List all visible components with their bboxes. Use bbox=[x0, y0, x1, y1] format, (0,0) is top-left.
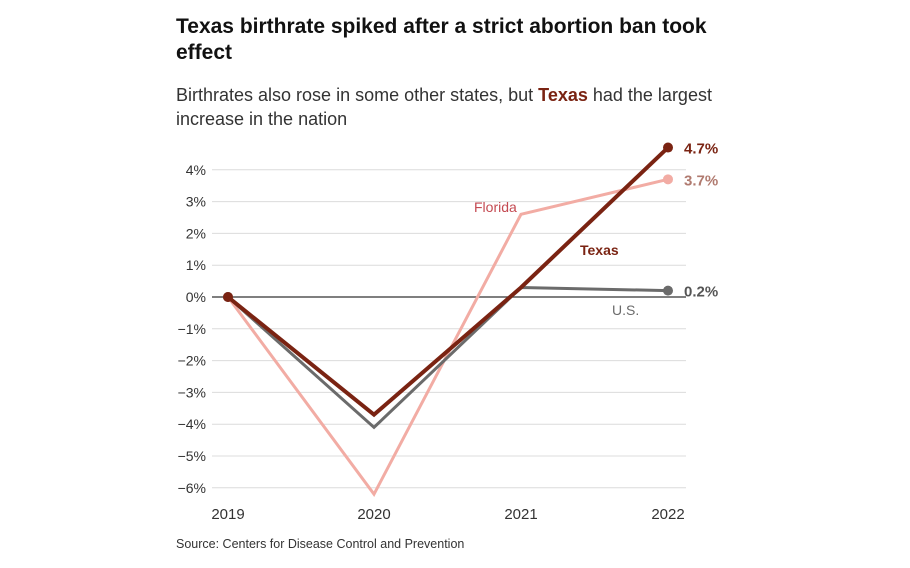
x-tick-label: 2021 bbox=[504, 506, 537, 523]
y-tick-label: 1% bbox=[186, 257, 206, 273]
series-end-dot-texas bbox=[663, 142, 673, 153]
series-end-dot-florida bbox=[663, 174, 673, 185]
y-tick-label: −3% bbox=[178, 384, 206, 400]
y-tick-label: −4% bbox=[178, 416, 206, 432]
series-label-florida: Florida bbox=[474, 199, 517, 215]
y-tick-label: 3% bbox=[186, 194, 206, 210]
series-start-dot-texas bbox=[223, 292, 233, 302]
y-tick-label: −1% bbox=[178, 321, 206, 337]
end-label-florida: 3.7% bbox=[684, 172, 718, 189]
y-tick-label: −2% bbox=[178, 353, 206, 369]
y-tick-label: 2% bbox=[186, 225, 206, 241]
y-tick-label: −6% bbox=[178, 480, 206, 496]
y-tick-label: 4% bbox=[186, 162, 206, 178]
end-label-texas: 4.7% bbox=[684, 141, 718, 158]
end-label-us: 0.2% bbox=[684, 284, 718, 301]
subtitle-text-after: had the largest increase in the nation bbox=[176, 85, 712, 129]
series-label-texas: Texas bbox=[580, 242, 619, 258]
x-tick-label: 2020 bbox=[357, 506, 390, 523]
x-tick-label: 2022 bbox=[651, 506, 684, 523]
chart-title: Texas birthrate spiked after a strict ab… bbox=[176, 15, 707, 64]
x-tick-label: 2019 bbox=[211, 506, 244, 523]
subtitle-texas-highlight: Texas bbox=[538, 85, 588, 105]
series-end-dot-us bbox=[663, 285, 673, 296]
line-chart: 4% 3% 2% 1% 0% −1% −2% −3% −4% −5% −6% 2019 2020 2021… bbox=[178, 141, 719, 523]
series-line-florida bbox=[226, 177, 669, 497]
series-line-texas bbox=[226, 146, 670, 418]
chart-subtitle: Birthrates also rose in some other state… bbox=[176, 83, 736, 131]
series-line-us bbox=[227, 285, 669, 430]
y-tick-label: −5% bbox=[178, 448, 206, 464]
series-label-us: U.S. bbox=[612, 302, 639, 318]
source-note: Source: Centers for Disease Control and … bbox=[176, 537, 465, 551]
subtitle-text-before: Birthrates also rose in some other state… bbox=[176, 85, 539, 105]
y-tick-label: 0% bbox=[186, 289, 206, 305]
